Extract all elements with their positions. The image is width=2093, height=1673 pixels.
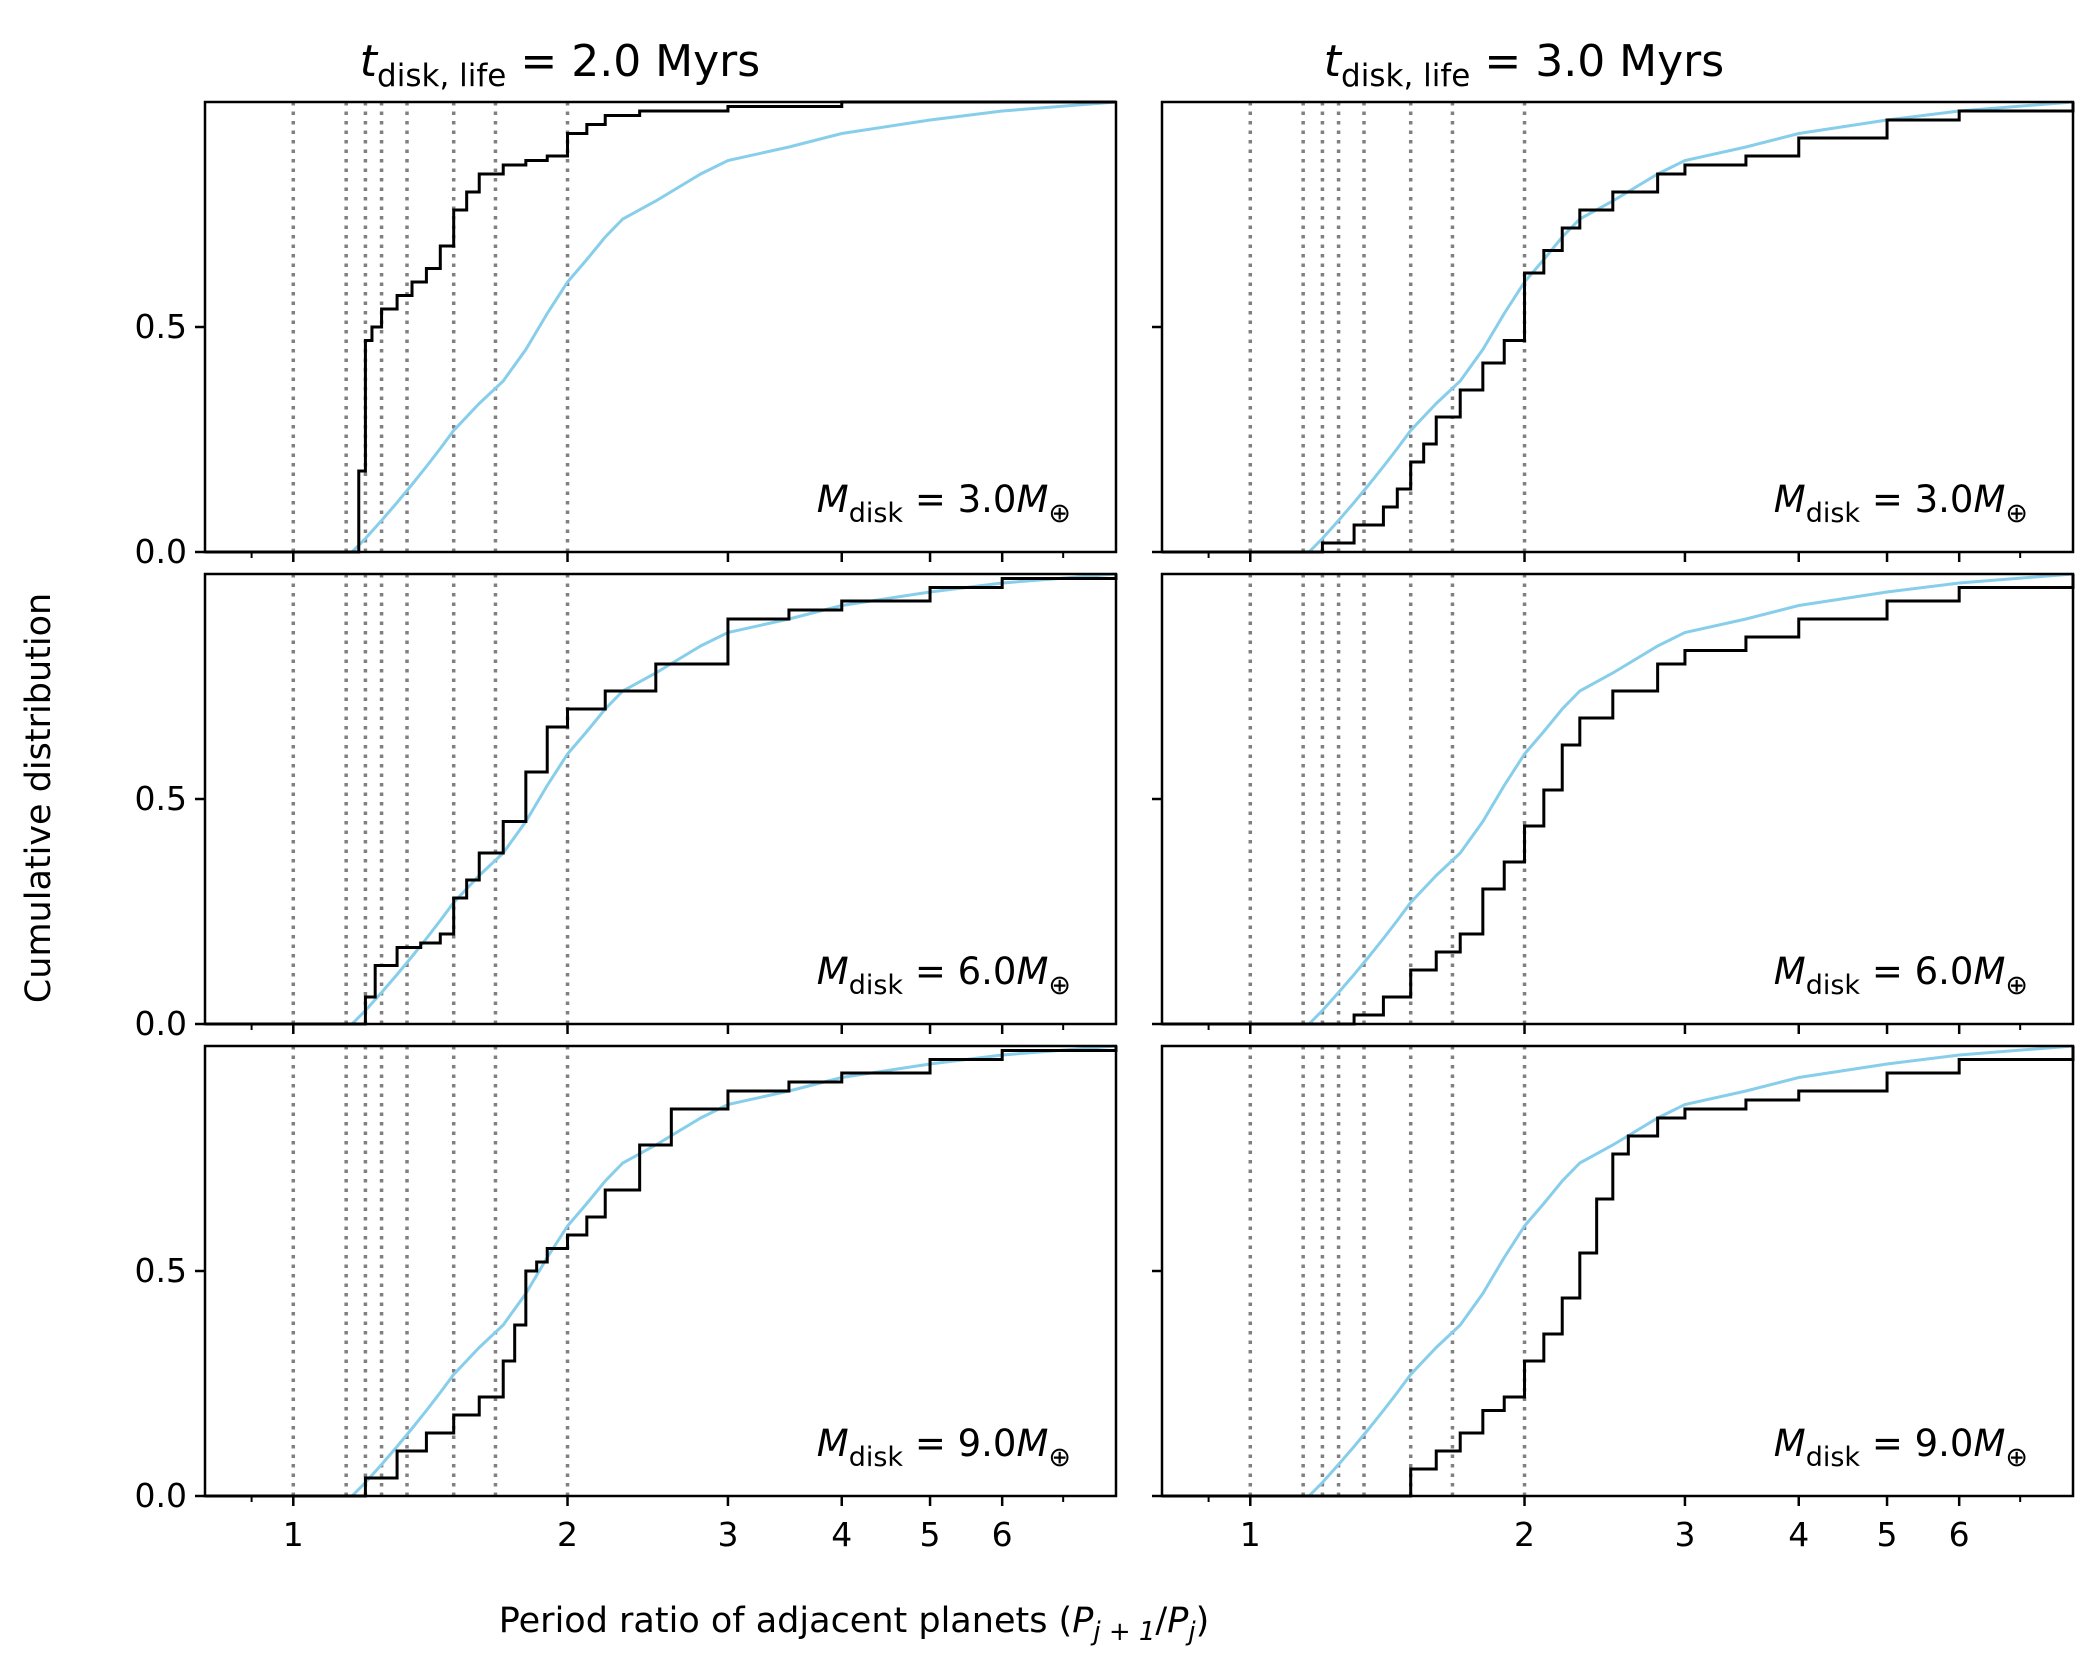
x-tick-label: 1 — [283, 1515, 304, 1554]
disk-mass-annotation: Mdisk = 3.0M⊕ — [1774, 478, 2028, 529]
x-tick-label: 5 — [1877, 1515, 1898, 1554]
panel-r3c2: 1 2 3 4 5 6 Mdisk = 9.0M⊕ — [1152, 1044, 2075, 1554]
panel-r2c2: Mdisk = 6.0M⊕ — [1152, 572, 2075, 1034]
x-tick-label: 3 — [1674, 1515, 1695, 1554]
y-tick-label: 0.0 — [135, 1476, 187, 1515]
x-tick-label: 1 — [1240, 1515, 1261, 1554]
column-title-right: tdisk, life = 3.0 Myrs — [1324, 36, 1724, 94]
y-tick-label: 0.0 — [135, 1004, 187, 1043]
x-tick-label: 4 — [831, 1515, 852, 1554]
panel-r1c2: Mdisk = 3.0M⊕ — [1152, 100, 2075, 562]
disk-mass-annotation: Mdisk = 6.0M⊕ — [817, 950, 1071, 1001]
y-axis-label: Cumulative distribution — [19, 593, 59, 1003]
x-tick-label: 6 — [1949, 1515, 1970, 1554]
x-tick-label: 6 — [992, 1515, 1013, 1554]
series-black — [205, 574, 1118, 1026]
y-tick-label: 0.5 — [135, 1251, 187, 1290]
disk-mass-annotation: Mdisk = 9.0M⊕ — [817, 1422, 1071, 1473]
series-black — [1162, 102, 2075, 554]
y-tick-label: 0.5 — [135, 779, 187, 818]
y-tick-label: 0.0 — [135, 532, 187, 571]
series-blue — [1162, 100, 2074, 554]
series-blue — [1162, 1044, 2074, 1498]
x-tick-label: 2 — [557, 1515, 578, 1554]
x-axis-label: Period ratio of adjacent planets (Pj + 1… — [499, 1601, 1209, 1647]
disk-mass-annotation: Mdisk = 9.0M⊕ — [1774, 1422, 2028, 1473]
x-tick-label: 5 — [920, 1515, 941, 1554]
series-black — [1162, 574, 2075, 1026]
column-title-left: tdisk, life = 2.0 Myrs — [360, 36, 760, 94]
panel-r1c1: 0.0 0.5 Mdisk = 3.0M⊕ — [135, 100, 1118, 571]
series-blue — [205, 100, 1117, 554]
series-black — [1162, 1046, 2075, 1498]
x-tick-label: 2 — [1514, 1515, 1535, 1554]
y-tick-label: 0.5 — [135, 307, 187, 346]
panel-r2c1: 0.0 0.5 Mdisk = 6.0M⊕ — [135, 572, 1118, 1043]
disk-mass-annotation: Mdisk = 3.0M⊕ — [817, 478, 1071, 529]
series-blue — [1162, 572, 2074, 1026]
series-black — [205, 100, 1116, 554]
panel-r3c1: 0.0 0.5 1 2 3 4 5 6 Mdisk = 9.0M⊕ — [135, 1044, 1118, 1554]
panels-group: 0.0 0.5 Mdisk = 3.0M⊕ Mdisk = 3.0M⊕ 0.0 0.5 Md… — [135, 100, 2075, 1554]
series-black — [205, 1046, 1118, 1498]
disk-mass-annotation: Mdisk = 6.0M⊕ — [1774, 950, 2028, 1001]
x-tick-label: 3 — [717, 1515, 738, 1554]
x-tick-label: 4 — [1788, 1515, 1809, 1554]
